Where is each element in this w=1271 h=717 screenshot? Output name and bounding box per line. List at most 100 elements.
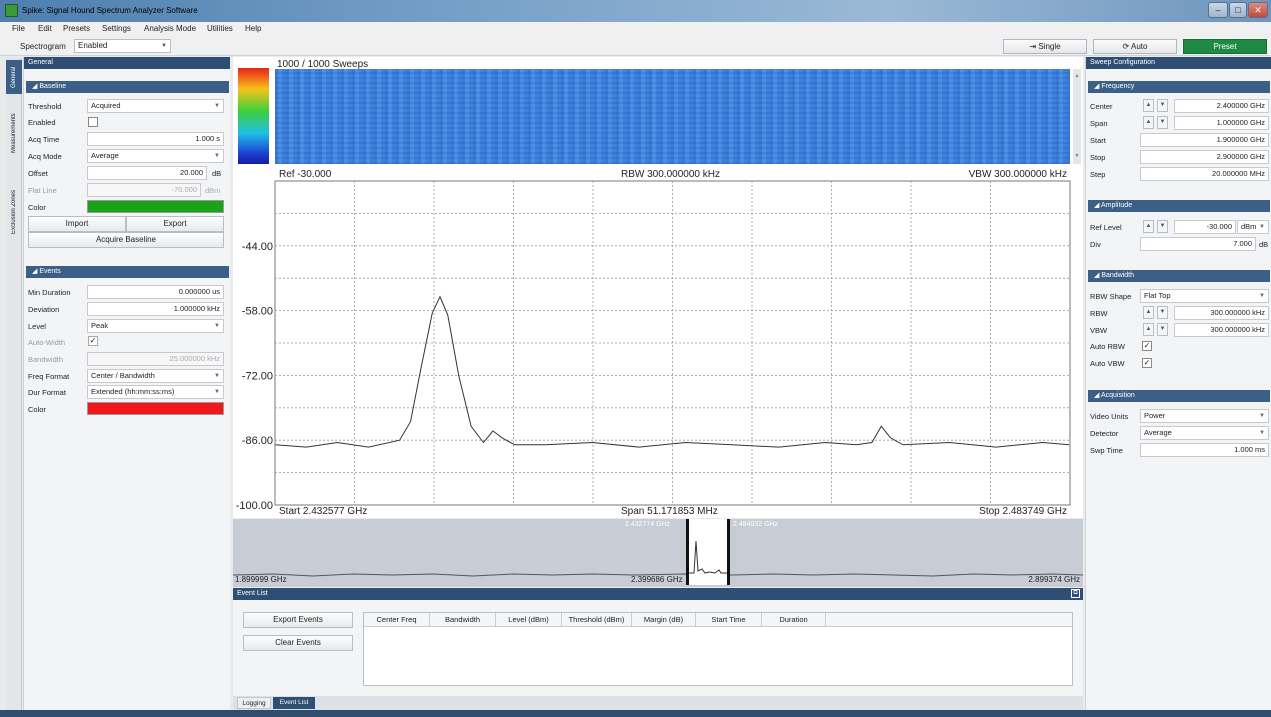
- amplitude-header[interactable]: ◢ Amplitude: [1088, 200, 1270, 212]
- column-duration[interactable]: Duration: [762, 613, 826, 627]
- center-field[interactable]: 2.400000 GHz: [1174, 99, 1269, 113]
- enabled-checkbox[interactable]: [88, 117, 98, 127]
- acq-time-field[interactable]: 1.000 s: [87, 132, 224, 146]
- bandwidth-field[interactable]: 25.000000 kHz: [87, 352, 224, 366]
- menu-settings[interactable]: Settings: [102, 24, 131, 33]
- spectrum-chart[interactable]: Ref -30.000 RBW 300.000000 kHz VBW 300.0…: [233, 169, 1083, 518]
- acq-mode-select[interactable]: Average ▼: [87, 149, 224, 163]
- acq-time-label: Acq Time: [28, 135, 60, 144]
- auto-rbw-label: Auto RBW: [1090, 342, 1126, 351]
- span-step-down-button[interactable]: ▼: [1157, 116, 1168, 129]
- refresh-icon: ⟳: [1122, 42, 1131, 51]
- chevron-down-icon: ▼: [214, 153, 220, 159]
- tab-logging[interactable]: Logging: [237, 697, 271, 709]
- column-margin[interactable]: Margin (dB): [632, 613, 696, 627]
- minimize-button[interactable]: –: [1208, 2, 1228, 18]
- offset-field[interactable]: 20.000: [87, 166, 207, 180]
- import-button[interactable]: Import: [28, 216, 126, 232]
- step-field[interactable]: 20.000000 MHz: [1140, 167, 1269, 181]
- swp-time-label: Swp Time: [1090, 446, 1123, 455]
- trace-line: [275, 295, 1070, 448]
- stop-field[interactable]: 2.900000 GHz: [1140, 150, 1269, 164]
- preset-button[interactable]: Preset: [1183, 39, 1267, 54]
- level-select[interactable]: Peak ▼: [87, 319, 224, 333]
- ref-level-label: Ref -30.000: [279, 169, 332, 180]
- scroll-down-icon[interactable]: ▼: [1074, 153, 1080, 159]
- span-field[interactable]: 1.000000 GHz: [1174, 116, 1269, 130]
- auto-rbw-checkbox[interactable]: ✓: [1142, 341, 1152, 351]
- span-step-up-button[interactable]: ▲: [1143, 116, 1154, 129]
- close-button[interactable]: ✕: [1248, 2, 1268, 18]
- flat-line-field[interactable]: -70.000: [87, 183, 201, 197]
- min-duration-field[interactable]: 0.000000 us: [87, 285, 224, 299]
- spectrogram-select[interactable]: Enabled ▼: [74, 39, 171, 53]
- rbw-up-button[interactable]: ▲: [1143, 306, 1154, 319]
- video-units-value: Power: [1144, 411, 1166, 420]
- dur-format-select[interactable]: Extended (hh:mm:ss:ms) ▼: [87, 385, 224, 399]
- column-threshold[interactable]: Threshold (dBm): [562, 613, 632, 627]
- column-start-time[interactable]: Start Time: [696, 613, 762, 627]
- single-button[interactable]: ⇥ Single: [1003, 39, 1087, 54]
- bandwidth-header[interactable]: ◢ Bandwidth: [1088, 270, 1270, 282]
- acquisition-header[interactable]: ◢ Acquisition: [1088, 390, 1270, 402]
- event-table[interactable]: Center Freq Bandwidth Level (dBm) Thresh…: [363, 612, 1073, 686]
- threshold-select[interactable]: Acquired ▼: [87, 99, 224, 113]
- frequency-header[interactable]: ◢ Frequency: [1088, 81, 1270, 93]
- tab-general[interactable]: General: [6, 60, 22, 94]
- ref-level-unit-select[interactable]: dBm ▼: [1237, 220, 1269, 234]
- toolbar: Spectrogram Enabled ▼ ⇥ Single ⟳ Auto Pr…: [0, 36, 1271, 56]
- tab-measurements[interactable]: Measurements: [11, 113, 17, 153]
- export-button[interactable]: Export: [126, 216, 224, 232]
- tab-exclusion-zones[interactable]: Exclusion Zones: [11, 189, 17, 235]
- menu-file[interactable]: File: [12, 24, 25, 33]
- auto-button[interactable]: ⟳ Auto: [1093, 39, 1177, 54]
- ref-level-down-button[interactable]: ▼: [1157, 220, 1168, 233]
- center-step-down-button[interactable]: ▼: [1157, 99, 1168, 112]
- auto-width-checkbox[interactable]: ✓: [88, 336, 98, 346]
- vbw-field[interactable]: 300.000000 kHz: [1174, 323, 1269, 337]
- deviation-field[interactable]: 1.000000 kHz: [87, 302, 224, 316]
- video-units-select[interactable]: Power ▼: [1140, 409, 1269, 423]
- spectrogram-scrollbar[interactable]: ▲ ▼: [1073, 69, 1081, 164]
- rbw-down-button[interactable]: ▼: [1157, 306, 1168, 319]
- rbw-shape-select[interactable]: Flat Top ▼: [1140, 289, 1269, 303]
- swp-time-field[interactable]: 1.000 ms: [1140, 443, 1269, 457]
- detach-icon[interactable]: ⧉: [1071, 589, 1080, 598]
- overview-window-selector[interactable]: [686, 519, 730, 585]
- level-label: Level: [28, 322, 46, 331]
- spectrogram-view[interactable]: 1000 / 1000 Sweeps ▲ ▼: [233, 57, 1083, 169]
- general-panel: General ◢ Baseline Threshold Acquired ▼ E…: [23, 57, 230, 710]
- menu-presets[interactable]: Presets: [63, 24, 91, 33]
- div-field[interactable]: 7.000: [1140, 237, 1256, 251]
- column-level[interactable]: Level (dBm): [496, 613, 562, 627]
- menu-help[interactable]: Help: [245, 24, 262, 33]
- freq-format-select[interactable]: Center / Bandwidth ▼: [87, 369, 224, 383]
- ref-level-up-button[interactable]: ▲: [1143, 220, 1154, 233]
- scroll-up-icon[interactable]: ▲: [1074, 73, 1080, 79]
- vbw-up-button[interactable]: ▲: [1143, 323, 1154, 336]
- column-bandwidth[interactable]: Bandwidth: [430, 613, 496, 627]
- tab-event-list[interactable]: Event List: [273, 697, 315, 709]
- vbw-down-button[interactable]: ▼: [1157, 323, 1168, 336]
- column-center-freq[interactable]: Center Freq: [364, 613, 430, 627]
- baseline-color-swatch[interactable]: [87, 200, 224, 213]
- center-step-up-button[interactable]: ▲: [1143, 99, 1154, 112]
- start-field[interactable]: 1.900000 GHz: [1140, 133, 1269, 147]
- auto-vbw-checkbox[interactable]: ✓: [1142, 358, 1152, 368]
- ref-level-field[interactable]: -30.000: [1174, 220, 1236, 234]
- menu-analysis-mode[interactable]: Analysis Mode: [144, 24, 197, 33]
- rbw-field[interactable]: 300.000000 kHz: [1174, 306, 1269, 320]
- flat-line-unit: dBm: [205, 186, 221, 195]
- clear-events-button[interactable]: Clear Events: [243, 635, 353, 651]
- events-color-swatch[interactable]: [87, 402, 224, 415]
- menu-utilities[interactable]: Utilities: [207, 24, 233, 33]
- maximize-button[interactable]: □: [1229, 2, 1247, 18]
- events-header[interactable]: ◢ Events: [26, 266, 229, 278]
- detector-select[interactable]: Average ▼: [1140, 426, 1269, 440]
- baseline-header[interactable]: ◢ Baseline: [26, 81, 229, 93]
- export-events-button[interactable]: Export Events: [243, 612, 353, 628]
- menu-edit[interactable]: Edit: [38, 24, 52, 33]
- flat-line-label: Flat Line: [28, 186, 57, 195]
- acquire-baseline-button[interactable]: Acquire Baseline: [28, 232, 224, 248]
- overview-strip[interactable]: 2.432774 GHz 2.484032 GHz 1.899999 GHz 2…: [233, 519, 1083, 587]
